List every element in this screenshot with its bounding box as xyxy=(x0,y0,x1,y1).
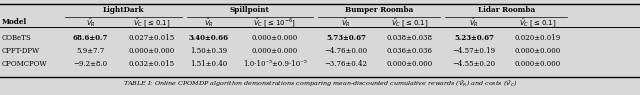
Text: 3.40±0.66: 3.40±0.66 xyxy=(189,34,229,42)
Text: Model: Model xyxy=(2,18,27,26)
Text: −3.76±0.42: −3.76±0.42 xyxy=(324,60,367,68)
Text: 0.000±0.000: 0.000±0.000 xyxy=(252,34,298,42)
Text: −4.55±0.20: −4.55±0.20 xyxy=(452,60,496,68)
Text: TABLE I: Online CPOMDP algorithm demonstrations comparing mean-discounted cumula: TABLE I: Online CPOMDP algorithm demonst… xyxy=(123,79,517,89)
Text: 0.000±0.000: 0.000±0.000 xyxy=(387,60,433,68)
Text: $\hat{V}_R$: $\hat{V}_R$ xyxy=(469,16,479,29)
Text: LightDark: LightDark xyxy=(103,6,144,14)
Text: 1.51±0.40: 1.51±0.40 xyxy=(190,60,228,68)
Text: 1.50±0.39: 1.50±0.39 xyxy=(190,47,228,55)
Text: 5.23±0.67: 5.23±0.67 xyxy=(454,34,494,42)
Text: Spillpoint: Spillpoint xyxy=(230,6,270,14)
Text: $\hat{V}_C\ [\leq 0.1]$: $\hat{V}_C\ [\leq 0.1]$ xyxy=(132,16,170,29)
Text: 0.032±0.015: 0.032±0.015 xyxy=(128,60,175,68)
Text: −9.2±8.0: −9.2±8.0 xyxy=(74,60,108,68)
Text: −4.57±0.19: −4.57±0.19 xyxy=(452,47,496,55)
Text: 68.6±0.7: 68.6±0.7 xyxy=(73,34,108,42)
Text: 1.0·10⁻⁵±0.9·10⁻⁵: 1.0·10⁻⁵±0.9·10⁻⁵ xyxy=(243,60,307,68)
Text: $\hat{V}_C\ [\leq 0.1]$: $\hat{V}_C\ [\leq 0.1]$ xyxy=(519,16,556,29)
Text: 0.000±0.000: 0.000±0.000 xyxy=(252,47,298,55)
Text: 0.000±0.000: 0.000±0.000 xyxy=(515,47,561,55)
Text: $\hat{V}_R$: $\hat{V}_R$ xyxy=(341,16,351,29)
Text: $\hat{V}_R$: $\hat{V}_R$ xyxy=(204,16,214,29)
Text: CPFT-DPW: CPFT-DPW xyxy=(2,47,40,55)
Text: 0.036±0.036: 0.036±0.036 xyxy=(387,47,433,55)
Text: 0.020±0.019: 0.020±0.019 xyxy=(515,34,561,42)
Text: $\hat{V}_R$: $\hat{V}_R$ xyxy=(86,16,95,29)
Text: COBeTS: COBeTS xyxy=(2,34,31,42)
Text: $\hat{V}_C\ [\leq 10^{-6}]$: $\hat{V}_C\ [\leq 10^{-6}]$ xyxy=(253,16,296,29)
Text: 5.73±0.67: 5.73±0.67 xyxy=(326,34,366,42)
Text: −4.76±0.00: −4.76±0.00 xyxy=(324,47,367,55)
Text: 0.000±0.000: 0.000±0.000 xyxy=(515,60,561,68)
Text: 0.038±0.038: 0.038±0.038 xyxy=(387,34,433,42)
Text: Bumper Roomba: Bumper Roomba xyxy=(345,6,413,14)
Text: $\hat{V}_C\ [\leq 0.1]$: $\hat{V}_C\ [\leq 0.1]$ xyxy=(391,16,428,29)
Text: CPOMCPOW: CPOMCPOW xyxy=(2,60,47,68)
Text: 5.9±7.7: 5.9±7.7 xyxy=(76,47,105,55)
Text: 0.027±0.015: 0.027±0.015 xyxy=(128,34,175,42)
Text: Lidar Roomba: Lidar Roomba xyxy=(477,6,535,14)
Text: 0.000±0.000: 0.000±0.000 xyxy=(128,47,175,55)
